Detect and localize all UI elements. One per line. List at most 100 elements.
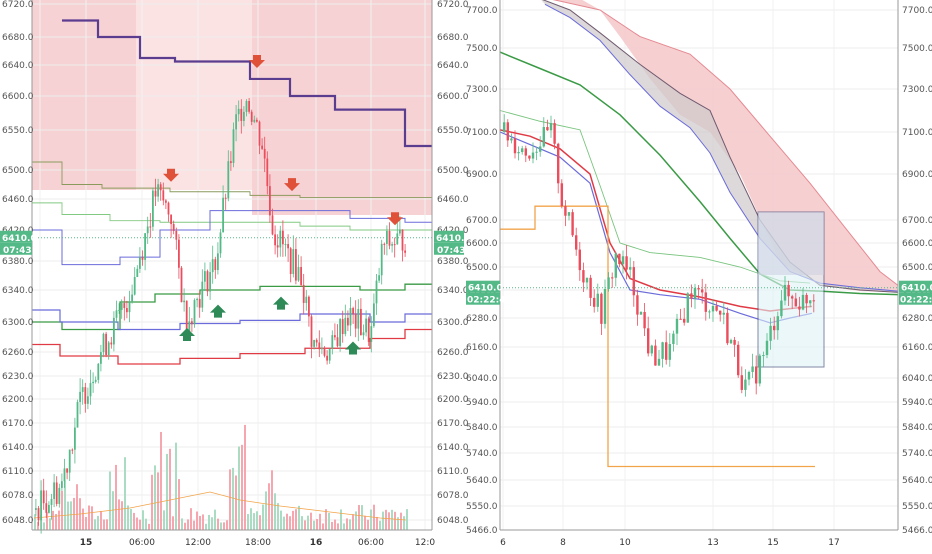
candle	[326, 350, 328, 365]
candle	[66, 468, 68, 480]
candle	[193, 298, 196, 328]
candle	[315, 338, 318, 347]
volume-bar	[397, 517, 399, 530]
volume-bar	[277, 503, 279, 530]
candle	[528, 155, 531, 161]
volume-bar	[382, 511, 384, 530]
candle	[289, 246, 292, 283]
candle	[162, 182, 165, 206]
candle	[76, 399, 79, 428]
candle	[152, 187, 154, 231]
sell-signal-arrow	[284, 178, 300, 192]
cloud-segment	[136, 0, 252, 190]
candle-body	[94, 379, 97, 382]
volume-bar	[220, 522, 222, 530]
volume-bar	[85, 516, 87, 530]
candle-body	[380, 243, 383, 276]
cloud-segment	[252, 0, 432, 215]
candle	[198, 290, 201, 318]
right-y-tick-label: 7300.0	[902, 85, 932, 95]
candle-body	[308, 296, 310, 317]
volume-bar	[124, 457, 126, 530]
volume-bar	[145, 518, 147, 530]
candle-body	[567, 212, 571, 216]
right-y-tick-label: 5550.0	[902, 502, 932, 512]
candle	[84, 382, 87, 413]
candle	[744, 369, 747, 397]
candle-body	[224, 197, 227, 199]
left-chart-panel[interactable]: 6720.0 6720.0 6680.0 6680.0 6640.0 6640.0 6600…	[0, 0, 471, 548]
volume-bar	[391, 509, 393, 530]
candle	[589, 274, 592, 306]
candle-body	[607, 277, 610, 290]
volume-bar	[118, 499, 120, 530]
candle-body	[557, 143, 560, 184]
candle-body	[235, 114, 237, 130]
candle	[302, 273, 305, 315]
candle	[139, 247, 141, 274]
volume-bar	[346, 518, 348, 530]
candle	[178, 234, 180, 279]
volume-bar	[280, 510, 282, 530]
candle	[621, 250, 625, 274]
candle-body	[575, 235, 578, 250]
candle	[521, 145, 524, 155]
volume-bar	[385, 509, 387, 530]
candle-body	[300, 267, 302, 285]
volume-bar	[334, 519, 336, 530]
candle-body	[564, 206, 567, 216]
candle	[661, 341, 664, 368]
volume-bar	[70, 501, 72, 530]
candle	[269, 174, 271, 223]
candle-body	[253, 119, 256, 122]
candle-body	[373, 303, 375, 327]
candle	[600, 292, 603, 335]
candle	[300, 256, 302, 287]
candle	[378, 267, 380, 284]
candle	[167, 201, 170, 222]
candle	[539, 136, 542, 157]
right-y-tick-label: 6720.0	[437, 0, 469, 10]
volume-bar	[403, 516, 405, 530]
volume-bar	[250, 508, 252, 530]
candle	[693, 283, 697, 309]
candle	[183, 288, 185, 312]
candle-body	[715, 306, 718, 311]
x-tick-label: 12:00	[185, 538, 211, 548]
candle-body	[639, 311, 643, 315]
candle	[245, 99, 248, 117]
volume-bar	[223, 522, 225, 530]
volume-bar	[43, 522, 45, 530]
candle-body	[711, 306, 715, 312]
candle-body	[611, 277, 614, 279]
candle-body	[66, 468, 68, 473]
volume-bar	[196, 511, 198, 530]
right-chart-panel[interactable]: 7700.0 7700.0 7500.0 7500.0 7300.0 7300.0 7100…	[466, 0, 932, 548]
candle	[373, 293, 375, 328]
candle	[100, 344, 102, 372]
sell-signal-arrow	[163, 168, 179, 182]
candle	[232, 122, 235, 168]
volume-bar	[106, 519, 108, 530]
candle-body	[230, 161, 232, 163]
candle	[74, 417, 76, 464]
right-y-tick-label: 6500.0	[437, 166, 469, 176]
candle	[603, 279, 607, 329]
candle	[672, 330, 675, 352]
right-y-tick-label: 6260.0	[437, 348, 469, 358]
left-y-tick-label: 6170.0	[2, 419, 34, 429]
candle-body	[805, 294, 808, 304]
volume-bar	[214, 509, 216, 530]
candle-body	[217, 253, 219, 271]
candle	[704, 283, 707, 321]
candle	[618, 253, 621, 268]
candle-body	[282, 230, 284, 245]
volume-bar	[295, 509, 297, 530]
volume-bar	[52, 510, 54, 530]
candle-body	[71, 449, 74, 451]
candle	[180, 266, 183, 303]
candle-body	[553, 123, 556, 144]
candle-body	[521, 148, 524, 153]
candle	[48, 501, 50, 514]
candle	[81, 379, 84, 405]
